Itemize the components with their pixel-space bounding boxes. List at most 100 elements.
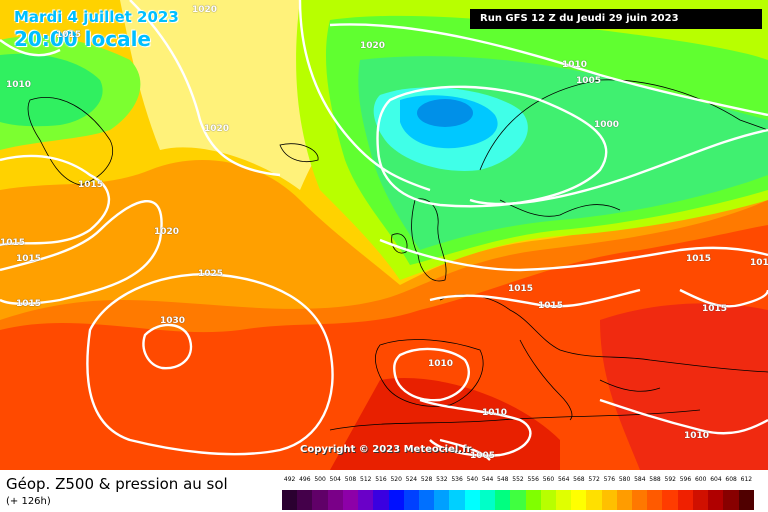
color-scale-label: 552 <box>512 476 524 483</box>
color-scale-label: 592 <box>664 476 676 483</box>
color-scale-swatch <box>708 490 724 510</box>
isobar-label: 1020 <box>154 227 180 237</box>
isobar-label: 1015 <box>508 284 534 294</box>
forecast-map: Mardi 4 juillet 2023 20:00 locale Run GF… <box>0 0 768 470</box>
color-scale-label: 600 <box>694 476 707 483</box>
color-scale-label: 504 <box>329 476 341 483</box>
color-scale-swatch <box>373 490 389 510</box>
color-scale-swatch <box>510 490 526 510</box>
z500-field-red-east <box>600 303 768 470</box>
color-scale-swatch <box>297 490 313 510</box>
isobar-label: 1010 <box>428 359 454 369</box>
isobar-label: 1010 <box>562 60 588 70</box>
isobar-label: 1015 <box>538 301 564 311</box>
color-scale-swatch <box>571 490 587 510</box>
color-scale-swatch <box>555 490 572 510</box>
color-scale-label: 572 <box>588 476 600 483</box>
isobar-1010-iberia <box>393 347 470 402</box>
baltic-coast <box>499 199 621 217</box>
isobars <box>0 0 768 461</box>
isobar-label: 1005 <box>470 451 496 461</box>
color-scale-label: 604 <box>710 476 722 483</box>
color-scale-swatch <box>677 490 693 510</box>
valid-date: Mardi 4 juillet 2023 <box>14 8 179 26</box>
isobar-1020-west <box>0 199 163 305</box>
britain-coast <box>411 198 447 282</box>
isobar-label: 1020 <box>204 124 230 134</box>
isobar-1015-europe <box>379 238 768 272</box>
isobar-label: 1010 <box>6 80 32 90</box>
color-scale-label: 544 <box>481 476 494 483</box>
coastlines <box>27 79 768 431</box>
color-scale-swatch <box>434 490 450 510</box>
color-scale-label: 540 <box>466 476 479 483</box>
color-scale-swatch <box>692 490 709 510</box>
color-scale-swatch <box>388 490 404 510</box>
legend-footer: Géop. Z500 & pression au sol (+ 126h) 49… <box>0 470 768 512</box>
color-scale-swatch <box>418 490 435 510</box>
color-scale-swatch <box>540 490 556 510</box>
color-scale-swatch <box>479 490 496 510</box>
z500-field-blue-core <box>417 99 473 127</box>
isobar-1030-high <box>142 323 193 370</box>
valid-time-overlay: Mardi 4 juillet 2023 20:00 locale <box>14 8 179 51</box>
color-scale-label: 584 <box>634 476 646 483</box>
run-banner: Run GFS 12 Z du Jeudi 29 juin 2023 <box>470 9 762 29</box>
color-scale-label: 532 <box>436 476 448 483</box>
color-scale-swatch <box>647 490 663 510</box>
isobar-label: 1015 <box>0 238 26 248</box>
color-scale-swatch <box>449 490 465 510</box>
color-scale-swatch <box>662 490 678 510</box>
italy-coast <box>519 339 573 421</box>
color-scale-label: 568 <box>573 476 585 483</box>
isobar-1020-north <box>129 0 281 177</box>
isobar-1010-arc <box>329 23 768 117</box>
z500-field-red <box>0 225 768 470</box>
field-title: Géop. Z500 & pression au sol <box>6 475 228 493</box>
color-scale-swatch <box>464 490 480 510</box>
color-scale-bar <box>282 490 754 510</box>
color-scale-swatch <box>358 490 374 510</box>
color-scale-label: 536 <box>451 476 463 483</box>
isobar-label: 1010 <box>684 431 710 441</box>
map-canvas <box>0 0 768 470</box>
isobar-label: 1015 <box>16 254 42 264</box>
copyright-notice: Copyright © 2023 Meteociel.fr <box>300 444 472 455</box>
iberia-coast <box>375 339 484 407</box>
isobar-label: 1015 <box>56 30 82 40</box>
isobar-1010-med <box>419 398 532 457</box>
color-scale-swatch <box>586 490 602 510</box>
isobar-label: 1010 <box>482 408 508 418</box>
isobar-1005-low <box>376 85 608 208</box>
color-scale-label: 580 <box>618 476 631 483</box>
isobar-1010-nw <box>0 39 61 57</box>
isobar-label: 1015 <box>78 180 104 190</box>
isobar-1015-central <box>429 288 641 308</box>
z500-field-nw-green-core <box>0 53 103 127</box>
isobar-1020-central <box>298 0 431 192</box>
color-scale-swatch <box>723 490 739 510</box>
color-scale-swatch <box>601 490 617 510</box>
color-scale-label: 528 <box>420 476 433 483</box>
color-scale-label: 548 <box>497 476 509 483</box>
isobar-label: 1030 <box>160 316 186 326</box>
color-scale-label: 576 <box>603 476 616 483</box>
continental-coast <box>439 294 768 373</box>
color-scale-swatch <box>738 490 754 510</box>
color-scale-label: 500 <box>314 476 326 483</box>
isobar-label: 1020 <box>360 41 386 51</box>
color-scale-label: 508 <box>344 476 357 483</box>
north-africa-coast <box>329 409 701 431</box>
isobar-1015-far-east <box>679 288 768 308</box>
color-scale-swatch <box>616 490 633 510</box>
isobar-label: 1005 <box>576 76 602 86</box>
isobar-label: 1015 <box>16 299 42 309</box>
valid-time: 20:00 locale <box>14 27 151 51</box>
color-scale-labels: 492 496 500 504 508 512 516 520 524 528 532 536 540 5… <box>282 476 754 488</box>
isobar-1005-africa <box>439 438 491 461</box>
isobar-1010-east <box>599 398 768 435</box>
color-scale-label: 556 <box>527 476 539 483</box>
isobar-label: 1015 <box>702 304 728 314</box>
color-scale-label: 512 <box>360 476 372 483</box>
color-scale-label: 496 <box>299 476 311 483</box>
